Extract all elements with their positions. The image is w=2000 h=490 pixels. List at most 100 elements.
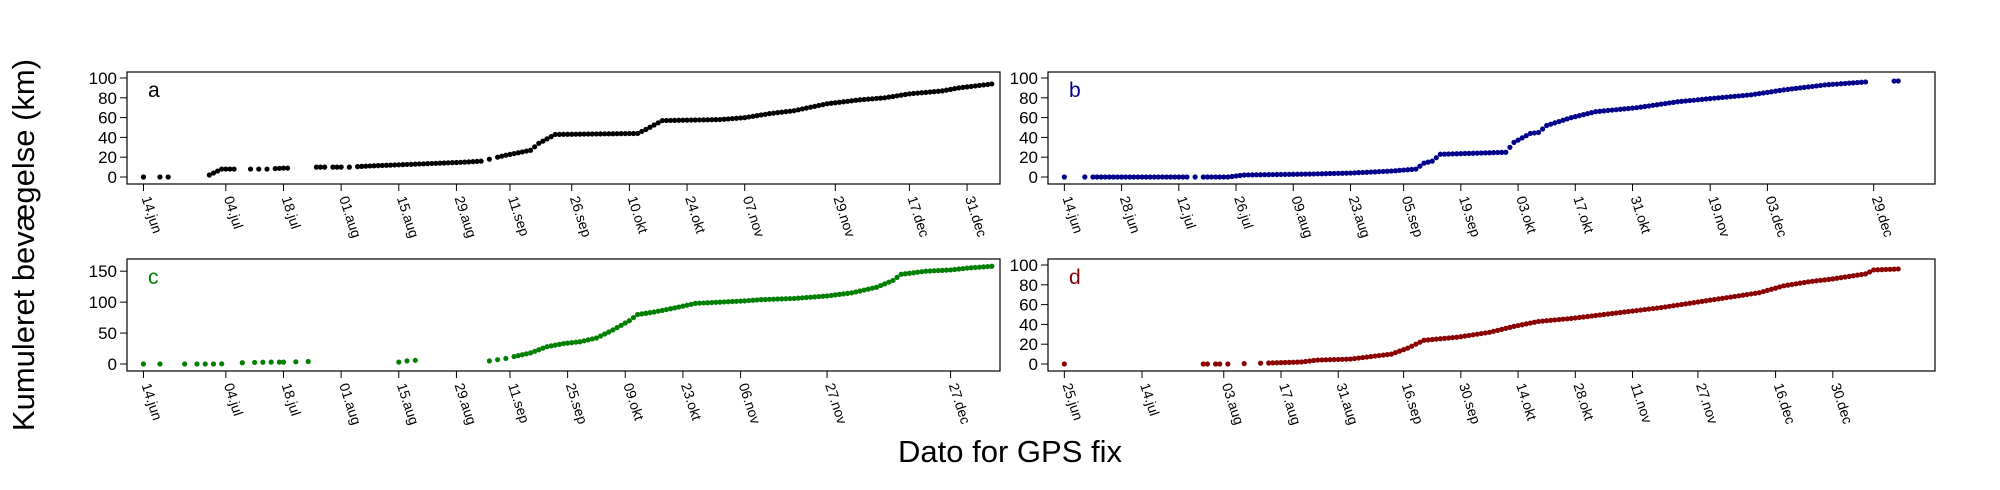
panel-a-point (684, 117, 690, 123)
panel-c-point (659, 307, 665, 313)
panel-a-point (787, 108, 793, 114)
panel-a-point (820, 102, 826, 108)
panel-c-xtick-label: 15.aug (394, 381, 422, 427)
panel-c-point (569, 340, 575, 346)
panel-b-point (1490, 150, 1497, 156)
panel-d-point (1495, 327, 1501, 333)
panel-a-point (622, 130, 628, 137)
panel-b-point (1327, 170, 1333, 177)
panel-a-point (939, 88, 945, 94)
panel-b-point (1233, 173, 1239, 179)
panel-b-point (1168, 174, 1174, 180)
panel-b-point (1556, 118, 1562, 125)
panel-d-point (1646, 306, 1652, 312)
panel-b-point (1090, 174, 1096, 180)
panel-a-point (449, 160, 455, 166)
panel-a-point (404, 161, 410, 168)
panel-c-point (544, 344, 550, 350)
panel-b-point (1110, 174, 1117, 180)
panel-c-point (882, 281, 888, 287)
panel-b-point (1842, 80, 1848, 87)
panel-c-point (713, 299, 719, 305)
panel-a-point (400, 162, 406, 168)
panel-a-point (672, 117, 678, 123)
panel-a-point (902, 91, 908, 98)
panel-b-point (1172, 174, 1178, 180)
panel-d-point (1789, 281, 1795, 288)
panel-c-point (630, 314, 637, 321)
panel-b-point (1678, 98, 1685, 104)
panel-d-point (1360, 354, 1366, 361)
panel-b-point (1061, 174, 1067, 180)
panel-c-xtick-label: 18.jul (279, 381, 305, 418)
panel-a-xtick-label: 04.jul (221, 194, 247, 231)
panel-c-point (597, 333, 604, 339)
panel-b-point (1638, 104, 1644, 110)
panel-d-point (1822, 277, 1828, 283)
panel-b-point (1736, 93, 1742, 99)
panel-a-label: a (148, 79, 160, 102)
panel-c-point (906, 270, 913, 276)
panel-b-point (1339, 170, 1345, 176)
panel-c-point (803, 294, 810, 301)
panel-b-ytick-label: 60 (1019, 109, 1038, 128)
panel-c-point (976, 264, 983, 270)
panel-a-point (367, 163, 373, 169)
panel-d-point (1564, 316, 1570, 322)
panel-d-point (1670, 303, 1676, 309)
panel-b-point (1858, 79, 1865, 85)
panel-a-point (474, 158, 480, 165)
panel-d-point (1862, 271, 1869, 277)
panel-b-point (1854, 79, 1860, 86)
panel-a-point (445, 160, 451, 166)
panel-d-point (1817, 277, 1824, 283)
panel-c-point (853, 289, 859, 295)
panel-c-point (721, 299, 727, 305)
panel-d-point (1474, 331, 1480, 337)
panel-d-point (1372, 353, 1378, 359)
panel-c-point (515, 353, 521, 359)
panel-d-point (1351, 355, 1358, 362)
panel-a-point (873, 95, 880, 102)
panel-c-point (939, 267, 945, 273)
panel-a-point (371, 163, 377, 169)
panel-a-point (865, 96, 871, 102)
panel-b-point (1654, 102, 1660, 108)
panel-d-point (1580, 314, 1587, 320)
panel-a-point (231, 166, 237, 172)
panel-d-point (1813, 278, 1820, 284)
panel-b-point (1311, 171, 1317, 177)
panel-b-point (1772, 88, 1779, 94)
panel-a-point (655, 120, 661, 126)
panel-c-xtick-label: 27.dec (946, 381, 974, 426)
panel-a-point (420, 161, 427, 167)
panel-a-point (754, 113, 760, 119)
panel-a-point (379, 162, 385, 169)
panel-d-point (1613, 310, 1619, 316)
panel-c-point (816, 293, 822, 300)
panel-b-xtick-label: 05.sep (1399, 194, 1427, 239)
panel-b-point (1135, 174, 1141, 180)
panel-a-point (532, 144, 538, 150)
panel-d-frame (1047, 258, 1936, 372)
panel-a-point (643, 126, 649, 133)
panel-c-point (762, 296, 768, 303)
panel-b-xtick-label: 31.okt (1628, 194, 1655, 235)
panel-a-point (548, 134, 554, 140)
panel-b-xtick-label: 29.dec (1869, 194, 1897, 239)
panel-a-point (853, 97, 859, 103)
panel-b-point (1838, 81, 1844, 87)
panel-a-point (437, 160, 443, 166)
panel-a-point (425, 161, 431, 167)
panel-d-point (1364, 354, 1370, 360)
panel-d-ytick-label: 80 (1019, 276, 1038, 295)
panel-c-point (157, 361, 163, 367)
panel-c-point (775, 296, 781, 302)
panel-a-point (313, 164, 320, 170)
panel-b-point (1372, 169, 1378, 175)
panel-c-point (807, 294, 814, 300)
panel-b-point (1560, 117, 1566, 123)
panel-d-point (1781, 283, 1787, 289)
panel-d-point (1396, 348, 1403, 354)
panel-a-point (511, 150, 517, 157)
